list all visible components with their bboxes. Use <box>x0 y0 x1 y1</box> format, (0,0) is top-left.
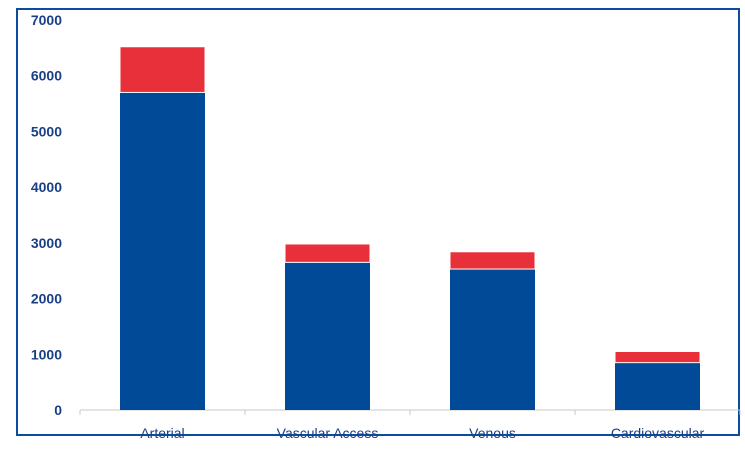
bar-segment-blue <box>285 262 370 410</box>
y-tick-label: 1000 <box>31 346 62 362</box>
x-category-label: Cardiovascular <box>611 425 705 441</box>
y-tick-label: 6000 <box>31 68 62 84</box>
y-tick-label: 5000 <box>31 123 62 139</box>
x-category-label: Venous <box>469 425 516 441</box>
bar-segment-blue <box>450 269 535 410</box>
bar-segment-blue <box>120 92 205 410</box>
x-category-label: Vascular Access <box>277 425 379 441</box>
bar-segment-red <box>614 351 701 364</box>
bar-segment-red <box>119 46 206 93</box>
bar-segment-red <box>284 243 371 263</box>
y-tick-label: 4000 <box>31 179 62 195</box>
bar-segment-blue <box>615 362 700 410</box>
x-category-label: Arterial <box>140 425 184 441</box>
y-tick-label: 2000 <box>31 291 62 307</box>
bar-segment-red <box>449 251 536 270</box>
y-tick-label: 3000 <box>31 235 62 251</box>
y-tick-label: 7000 <box>31 12 62 28</box>
y-tick-label: 0 <box>54 402 62 418</box>
